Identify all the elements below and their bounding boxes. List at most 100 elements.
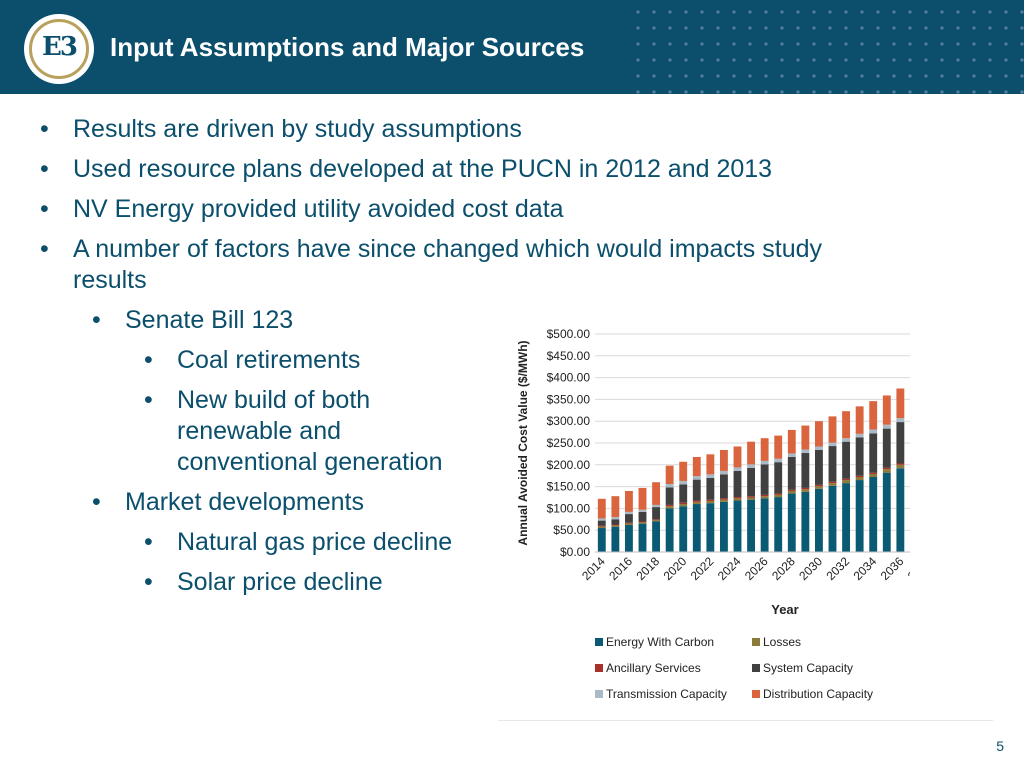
y-tick-label: $350.00 [547,392,591,406]
bar-segment-distribution-capacity [706,454,715,475]
bar-segment-system-capacity [679,484,688,503]
bullet-level-3: • New build of both renewable and convent… [30,385,477,478]
bar-segment-energy-with-carbon [624,524,633,552]
bar-segment-system-capacity [842,441,851,479]
x-tick-label: 2028 [769,554,798,583]
bar-segment-transmission-capacity [801,449,810,454]
bullet-marker: • [40,235,49,263]
y-tick-label: $500.00 [547,327,591,341]
bar-segment-ancillary-services [597,525,606,527]
bar-segment-transmission-capacity [706,474,715,478]
bar-segment-transmission-capacity [611,517,620,520]
bar-segment-energy-with-carbon [679,506,688,552]
bar-segment-energy-with-carbon [855,480,864,552]
bar-segment-transmission-capacity [733,467,742,471]
bar-segment-distribution-capacity [719,449,728,471]
bar-segment-losses [760,496,769,499]
bar-segment-losses [597,526,606,529]
bar-segment-energy-with-carbon [597,528,606,552]
bar-segment-system-capacity [787,456,796,490]
bullet-marker: • [144,528,153,556]
bullet-level-2: • Senate Bill 123 [30,305,880,336]
bar-segment-ancillary-services [869,472,878,474]
bar-segment-system-capacity [801,453,810,488]
bar-segment-energy-with-carbon [882,472,891,552]
bar-segment-distribution-capacity [842,411,851,439]
bar-segment-transmission-capacity [814,446,823,450]
bar-segment-energy-with-carbon [842,483,851,552]
y-tick-label: $50.00 [553,523,590,537]
bar-segment-energy-with-carbon [869,477,878,552]
x-tick-label: 2036 [878,554,907,583]
bar-segment-ancillary-services [679,502,688,505]
legend-swatch [752,690,760,698]
bar-segment-distribution-capacity [774,435,783,459]
bullet-text: Natural gas price decline [177,528,453,556]
bar-segment-system-capacity [706,477,715,500]
bullet-marker: • [92,488,101,516]
bar-segment-energy-with-carbon [814,488,823,552]
bullet-marker: • [144,346,153,374]
legend-label: System Capacity [763,661,853,675]
y-tick-label: $200.00 [547,458,591,472]
bar-segment-transmission-capacity [787,453,796,457]
bullet-level-3: • Natural gas price decline [30,527,477,558]
bar-segment-losses [801,489,810,492]
y-tick-label: $250.00 [547,436,591,450]
bullet-text: Used resource plans developed at the PUC… [73,155,773,183]
y-tick-label: $100.00 [547,501,591,515]
bar-segment-ancillary-services [814,484,823,487]
bar-segment-distribution-capacity [896,388,905,419]
x-tick-label: 2032 [823,554,852,583]
bar-segment-energy-with-carbon [652,521,661,552]
bar-segment-distribution-capacity [679,461,688,481]
x-tick-label: 2034 [851,554,880,583]
bar-segment-system-capacity [652,507,661,520]
bar-segment-system-capacity [733,470,742,498]
bar-segment-distribution-capacity [624,490,633,512]
bar-segment-transmission-capacity [828,442,837,447]
bullet-marker: • [40,115,49,143]
bar-segment-transmission-capacity [774,458,783,463]
x-tick-label: 2020 [661,554,690,583]
bullet-level-3: • Coal retirements [30,345,477,376]
bar-segment-losses [624,523,633,525]
bar-segment-losses [882,469,891,473]
bar-segment-distribution-capacity [665,465,674,484]
bar-segment-distribution-capacity [597,498,606,519]
bar-segment-distribution-capacity [869,401,878,430]
bar-segment-energy-with-carbon [706,503,715,552]
bullet-text: New build of both renewable and conventi… [177,386,443,476]
bar-segment-transmission-capacity [747,464,756,468]
bar-segment-transmission-capacity [665,483,674,488]
bar-segment-ancillary-services [882,467,891,470]
bar-segment-transmission-capacity [842,438,851,442]
bullet-text: NV Energy provided utility avoided cost … [73,195,564,223]
bar-segment-system-capacity [882,428,891,468]
bar-segment-ancillary-services [801,487,810,490]
bar-segment-transmission-capacity [597,518,606,521]
bar-segment-ancillary-services [624,522,633,524]
bar-segment-distribution-capacity [611,496,620,518]
x-tick-label: 2038 [905,554,910,583]
x-tick-label: 2030 [796,554,825,583]
bar-segment-energy-with-carbon [692,504,701,552]
bar-segment-system-capacity [747,467,756,497]
bar-segment-distribution-capacity [733,446,742,468]
bar-segment-distribution-capacity [814,421,823,447]
bar-segment-losses [665,506,674,509]
page-number: 5 [996,738,1004,754]
x-tick-label: 2018 [633,554,662,583]
bar-segment-system-capacity [760,464,769,495]
bar-segment-ancillary-services [706,499,715,501]
bar-segment-system-capacity [638,511,647,522]
bar-segment-transmission-capacity [692,476,701,480]
bar-segment-distribution-capacity [638,487,647,510]
stacked-bar-chart: $0.00 $50.00 $100.00 $150.00 $200.00 $250.00 $… [516,327,910,701]
bar-segment-energy-with-carbon [774,497,783,552]
bar-segment-ancillary-services [733,497,742,499]
bar-segment-ancillary-services [719,498,728,500]
bar-segment-transmission-capacity [760,460,769,465]
bar-segment-system-capacity [855,437,864,476]
legend-swatch [595,690,603,698]
